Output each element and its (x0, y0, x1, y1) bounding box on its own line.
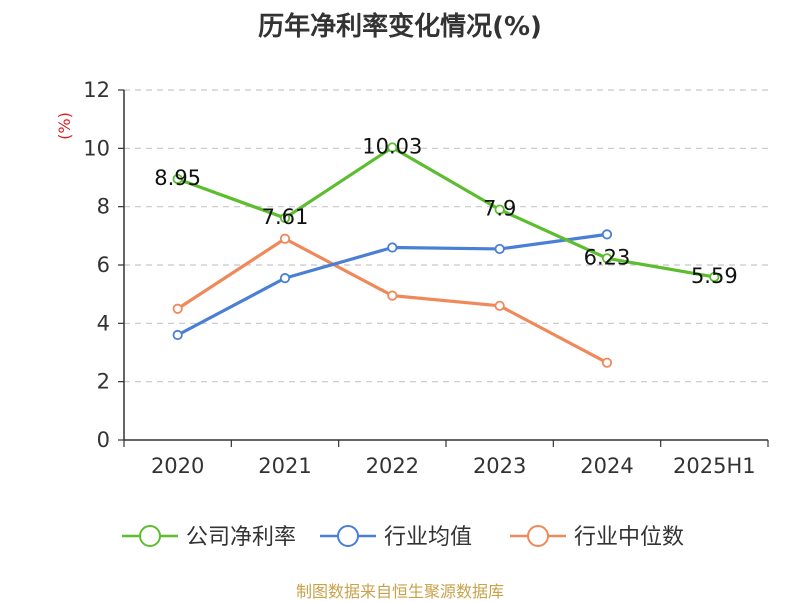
data-point (601, 253, 613, 264)
data-point (709, 271, 720, 283)
y-tick-label: 2 (97, 370, 110, 394)
series-2 (172, 233, 613, 368)
grid-lines (124, 89, 768, 383)
y-tick-label: 0 (97, 428, 110, 452)
series-0 (172, 142, 720, 283)
y-tick-label: 12 (83, 78, 110, 102)
legend-marker (337, 525, 359, 547)
y-axis-unit-label: (%) (55, 112, 74, 140)
legend-label: 行业均值 (384, 525, 472, 550)
data-label: 6.23 (584, 245, 631, 269)
axes: 0 2 4 6 8 10 12 2020 2021 2022 2023 2024 2025H1 (83, 78, 769, 478)
series-layer (172, 142, 720, 368)
data-point (172, 303, 183, 314)
data-point (279, 212, 291, 224)
data-point (387, 290, 398, 301)
data-point (387, 142, 398, 153)
data-point (172, 329, 183, 341)
y-tick-label: 6 (97, 253, 110, 277)
legend-item: 行业中位数 (510, 525, 684, 550)
data-label: 10.03 (362, 134, 422, 158)
x-tick-label: 2024 (580, 454, 633, 478)
data-point (494, 243, 505, 255)
data-label: 7.9 (483, 197, 516, 221)
data-point (279, 273, 291, 284)
data-label: 7.61 (262, 205, 309, 229)
y-tick-label: 10 (83, 136, 110, 160)
x-tick-label: 2020 (151, 454, 204, 478)
x-tick-label: 2023 (473, 454, 526, 478)
data-label: 5.59 (691, 264, 738, 288)
chart-title: 历年净利率变化情况(%) (258, 12, 542, 42)
legend-marker (139, 525, 161, 547)
x-tick-label: 2022 (366, 454, 419, 478)
legend-item: 公司净利率 (122, 525, 296, 550)
data-point (387, 242, 398, 253)
legend: 公司净利率 行业均值 行业中位数 (122, 525, 684, 550)
legend-item: 行业均值 (320, 525, 472, 550)
y-tick-label: 8 (97, 195, 110, 219)
x-tick-label: 2025H1 (673, 454, 756, 478)
legend-label: 公司净利率 (186, 525, 296, 550)
source-note: 制图数据来自恒生聚源数据库 (295, 582, 504, 601)
series-1 (172, 229, 613, 341)
data-point (601, 229, 613, 240)
data-point (279, 233, 291, 244)
data-point (601, 357, 613, 368)
legend-marker (527, 525, 549, 547)
data-labels: 8.95 7.61 10.03 7.9 6.23 5.59 (154, 134, 737, 288)
y-tick-label: 4 (97, 311, 110, 335)
x-tick-label: 2021 (258, 454, 311, 478)
data-label: 8.95 (154, 166, 201, 190)
data-point (172, 173, 183, 185)
data-point (494, 300, 505, 311)
data-point (494, 204, 505, 215)
legend-label: 行业中位数 (574, 525, 684, 550)
series-line (177, 145, 715, 279)
